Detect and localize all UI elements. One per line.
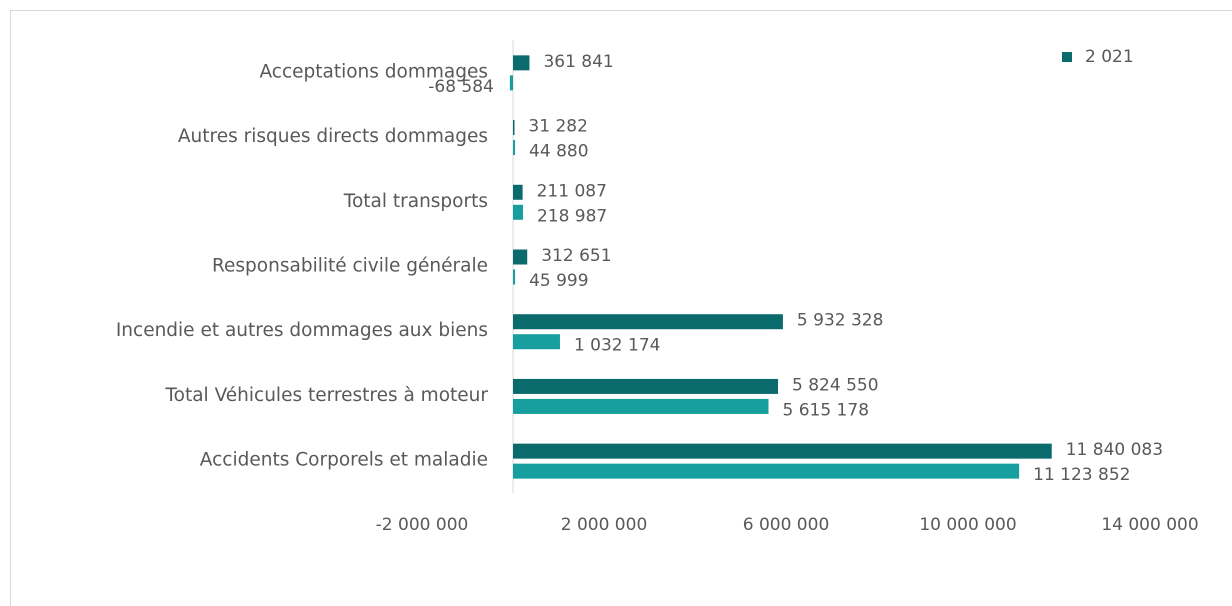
- y-tick-label: Responsabilité civile générale: [212, 256, 488, 277]
- x-tick-label: 14 000 000: [1101, 515, 1198, 535]
- bar: [509, 75, 513, 91]
- bar: [513, 314, 783, 330]
- legend-marker: [1062, 52, 1072, 62]
- data-label: 5 615 178: [782, 400, 869, 420]
- bar: [513, 443, 1052, 459]
- x-tick-label: 2 000 000: [561, 515, 648, 535]
- bar: [513, 249, 528, 265]
- y-tick-label: Acceptations dommages: [259, 61, 488, 82]
- x-tick-label: 10 000 000: [919, 515, 1016, 535]
- bar: [513, 378, 779, 394]
- data-label: 1 032 174: [574, 336, 661, 356]
- bar: [513, 204, 523, 220]
- data-label: -68 584: [428, 77, 494, 97]
- y-tick-label: Incendie et autres dommages aux biens: [116, 320, 488, 341]
- bar: [513, 120, 515, 136]
- bar: [513, 140, 516, 156]
- data-label: 5 824 550: [792, 375, 879, 395]
- bar: [513, 55, 530, 71]
- chart-frame: [10, 10, 1232, 606]
- x-tick-label: -2 000 000: [376, 515, 469, 535]
- data-label: 312 651: [541, 246, 611, 266]
- data-label: 5 932 328: [797, 311, 884, 331]
- x-tick-label: 6 000 000: [743, 515, 830, 535]
- bar: [513, 463, 1020, 479]
- data-label: 218 987: [537, 206, 607, 226]
- y-tick-label: Autres risques directs dommages: [178, 126, 488, 147]
- data-label: 11 840 083: [1066, 440, 1163, 460]
- data-label: 45 999: [529, 271, 588, 291]
- data-label: 11 123 852: [1033, 465, 1130, 485]
- y-tick-label: Total transports: [343, 191, 488, 212]
- data-label: 211 087: [537, 181, 607, 201]
- bar: [513, 269, 516, 285]
- bar: [513, 334, 560, 350]
- data-label: 31 282: [528, 117, 587, 137]
- legend-label: 2 021: [1085, 47, 1134, 67]
- data-label: 361 841: [543, 52, 613, 72]
- bar: [513, 184, 523, 200]
- y-tick-label: Total Véhicules terrestres à moteur: [164, 385, 488, 406]
- data-label: 44 880: [529, 142, 588, 162]
- bar: [513, 398, 769, 414]
- y-tick-label: Accidents Corporels et maladie: [200, 450, 488, 471]
